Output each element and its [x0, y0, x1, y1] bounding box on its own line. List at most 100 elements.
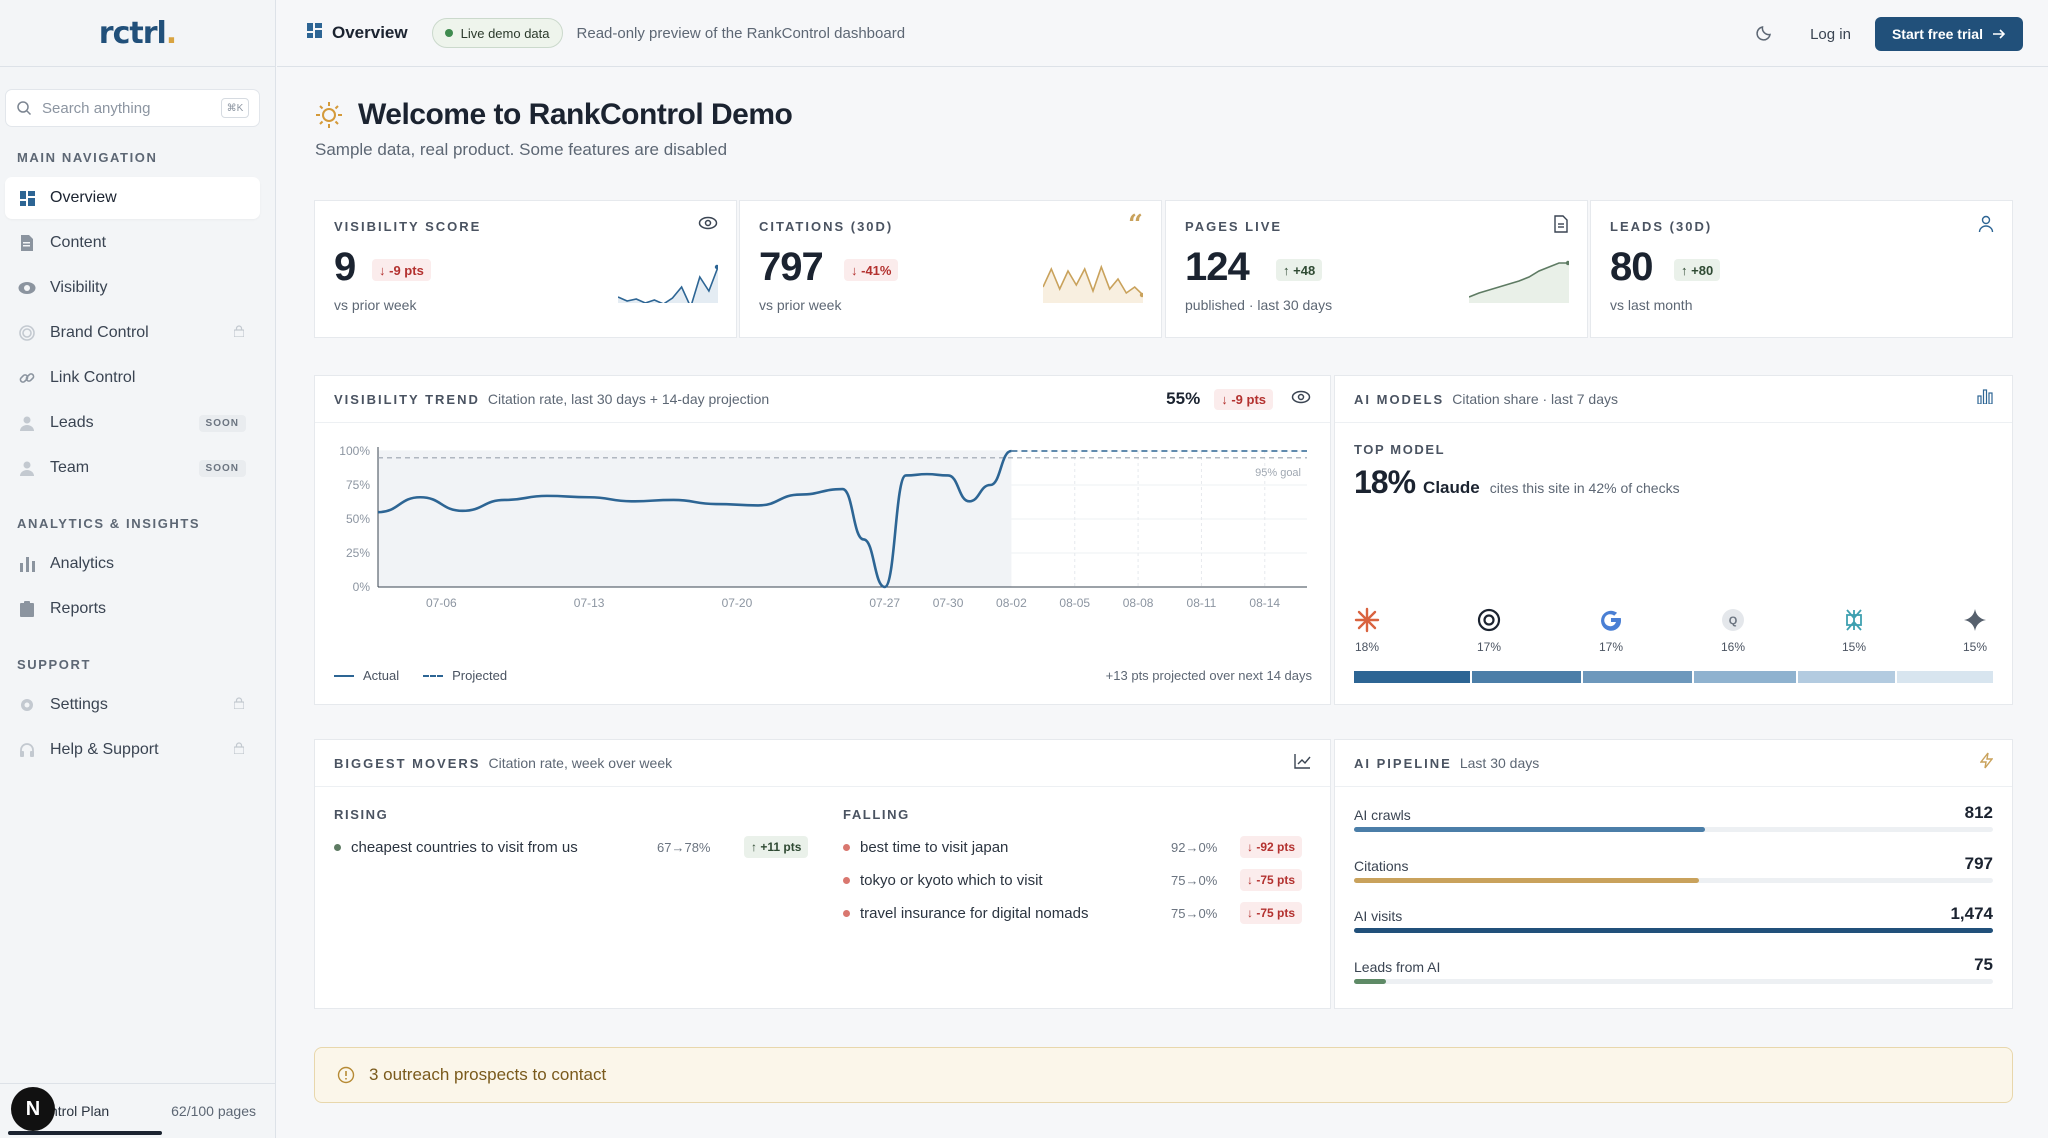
- kpi-pages-live[interactable]: PAGES LIVE 124 ↑ +48 published · last 30…: [1165, 200, 1588, 338]
- top-model-share: 18%: [1354, 464, 1416, 500]
- headset-icon: [18, 741, 36, 759]
- kpi-delta: -41%: [861, 262, 892, 278]
- search-input[interactable]: Search anything ⌘K: [5, 89, 260, 127]
- outreach-banner[interactable]: 3 outreach prospects to contact: [314, 1047, 2013, 1103]
- kpi-visibility-score[interactable]: VISIBILITY SCORE 9 ↓ -9 pts vs prior wee…: [314, 200, 737, 338]
- mover-row-falling[interactable]: tokyo or kyoto which to visit 75→0% ↓ -7…: [843, 868, 1313, 892]
- bar-chart-icon[interactable]: [1977, 389, 1993, 409]
- user-icon: [1978, 215, 1994, 238]
- clipboard-icon: [18, 600, 36, 618]
- visibility-trend-chart[interactable]: 100% 75% 50% 25% 0% 07-06 07-13 07-20 07-27 07-30…: [315, 426, 1330, 656]
- movers-header: BIGGEST MOVERS Citation rate, week over …: [315, 740, 1330, 787]
- arrow-down-icon: ↓: [1247, 873, 1257, 887]
- start-trial-label: Start free trial: [1891, 26, 1983, 42]
- sidebar-item-reports[interactable]: Reports: [5, 588, 260, 630]
- sidebar-item-leads[interactable]: Leads SOON: [5, 402, 260, 444]
- model-share: 18%: [1354, 640, 1380, 654]
- mover-delta-badge: ↓ -92 pts: [1240, 836, 1303, 858]
- moon-icon[interactable]: [1756, 23, 1774, 46]
- x-tick-label: 08-05: [1059, 596, 1090, 610]
- mover-query: travel insurance for digital nomads: [860, 904, 1089, 922]
- welcome-title: Welcome to RankControl Demo: [358, 98, 793, 131]
- sidebar-item-label: Help & Support: [50, 741, 159, 758]
- sidebar-item-label: Link Control: [50, 369, 136, 386]
- arrow-right-icon: [1993, 29, 2006, 39]
- falling-label: FALLING: [843, 807, 910, 822]
- y-tick-label: 0%: [353, 580, 371, 594]
- sidebar-item-help-support[interactable]: Help & Support: [5, 729, 260, 771]
- pipeline-label: Citations: [1354, 858, 1409, 874]
- mover-row-falling[interactable]: best time to visit japan 92→0% ↓ -92 pts: [843, 835, 1313, 859]
- bolt-icon[interactable]: [1979, 752, 1994, 774]
- ai-pipeline-card: AI PIPELINE Last 30 days AI crawls 812 C…: [1334, 739, 2013, 1009]
- sidebar-item-team[interactable]: Team SOON: [5, 447, 260, 489]
- arrow-down-icon: ↓: [1221, 391, 1232, 407]
- logo[interactable]: rctrl.: [0, 0, 275, 67]
- sidebar-item-analytics[interactable]: Analytics: [5, 543, 260, 585]
- mover-rate: 92→0%: [1171, 839, 1218, 855]
- sidebar-item-brand-control[interactable]: Brand Control: [5, 312, 260, 354]
- arrow-down-icon: ↓: [379, 262, 390, 278]
- mover-row-rising[interactable]: cheapest countries to visit from us 67→7…: [334, 835, 824, 859]
- kpi-leads[interactable]: LEADS (30D) 80 ↑ +80 vs last month: [1590, 200, 2013, 338]
- sidebar-item-label: Team: [50, 459, 90, 476]
- model-copilot[interactable]: 15%: [1826, 607, 1882, 654]
- sidebar-item-link-control[interactable]: Link Control: [5, 357, 260, 399]
- visibility-delta: -9 pts: [1231, 391, 1266, 407]
- pipeline-row-ai-visits: AI visits 1,474: [1354, 904, 1993, 933]
- trend-line-icon[interactable]: [1294, 753, 1311, 774]
- sidebar-item-label: Reports: [50, 600, 107, 617]
- share-segment: [1354, 671, 1470, 683]
- openai-icon: [1477, 608, 1501, 632]
- model-claude[interactable]: 18%: [1339, 607, 1395, 654]
- kpi-citations[interactable]: CITATIONS (30D) “ 797 ↓ -41% vs prior we…: [739, 200, 1162, 338]
- pipeline-value: 1,474: [1950, 904, 1993, 923]
- y-tick-label: 100%: [339, 444, 370, 458]
- lock-icon: [233, 741, 245, 759]
- eye-icon: [698, 215, 718, 236]
- sidebar-item-content[interactable]: Content: [5, 222, 260, 264]
- top-model-name: Claude: [1423, 478, 1480, 497]
- model-openai[interactable]: 17%: [1461, 607, 1517, 654]
- team-icon: [18, 459, 36, 477]
- sidebar-item-label: Content: [50, 234, 107, 251]
- eye-icon[interactable]: [1291, 389, 1311, 410]
- ai-models-card: AI MODELS Citation share · last 7 days T…: [1334, 375, 2013, 705]
- biggest-movers-card: BIGGEST MOVERS Citation rate, week over …: [314, 739, 1331, 1009]
- mover-row-falling[interactable]: travel insurance for digital nomads 75→0…: [843, 901, 1313, 925]
- pipeline-value: 797: [1964, 854, 1993, 873]
- mover-query: best time to visit japan: [860, 838, 1009, 856]
- search-icon: [17, 101, 32, 116]
- kpi-value: 797: [759, 245, 824, 289]
- google-icon: [1601, 610, 1622, 631]
- avatar[interactable]: N: [11, 1087, 55, 1131]
- x-tick-label: 07-30: [933, 596, 964, 610]
- start-trial-button[interactable]: Start free trial: [1874, 17, 2023, 51]
- user-icon: [18, 414, 36, 432]
- sidebar-item-settings[interactable]: Settings: [5, 684, 260, 726]
- document-icon: [18, 234, 36, 252]
- page-title: Overview: [332, 23, 408, 42]
- bar-chart-icon: [18, 555, 36, 573]
- x-tick-label: 07-06: [426, 596, 457, 610]
- sidebar-item-overview[interactable]: Overview: [5, 177, 260, 219]
- model-perplexity[interactable]: Q 16%: [1705, 607, 1761, 654]
- kpi-delta-badge: ↓ -9 pts: [372, 259, 431, 281]
- model-gemini[interactable]: 15%: [1947, 607, 2003, 654]
- model-google[interactable]: 17%: [1583, 607, 1639, 654]
- card-subtitle: Last 30 days: [1459, 755, 1540, 771]
- x-tick-label: 07-13: [574, 596, 605, 610]
- legend-projected-swatch: [423, 674, 444, 677]
- plan-usage[interactable]: ntrol Plan 62/100 pages: [0, 1083, 276, 1138]
- pipeline-label: AI visits: [1354, 908, 1403, 924]
- pipeline-fill: [1354, 928, 1993, 933]
- kpi-note: published · last 30 days: [1185, 297, 1333, 313]
- sidebar-item-visibility[interactable]: Visibility: [5, 267, 260, 309]
- kpi-delta: -9 pts: [389, 262, 424, 278]
- pipeline-fill: [1354, 979, 1386, 984]
- sparkline-line: [618, 266, 718, 303]
- bullet: [334, 843, 341, 851]
- kpi-sparkline: [1469, 260, 1569, 303]
- topbar-description: Read-only preview of the RankControl das…: [576, 24, 906, 42]
- login-link[interactable]: Log in: [1810, 25, 1851, 43]
